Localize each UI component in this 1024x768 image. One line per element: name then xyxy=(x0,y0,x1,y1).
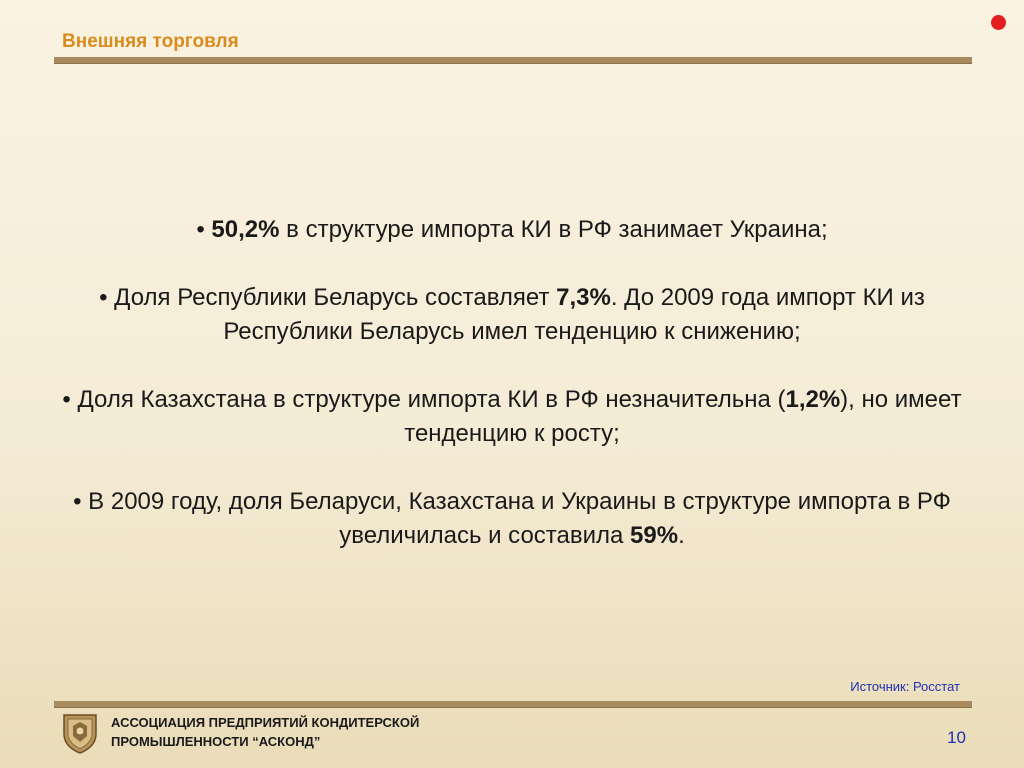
bullet-item: • 50,2% в структуре импорта КИ в РФ зани… xyxy=(196,216,828,243)
askond-logo-icon xyxy=(63,714,97,754)
record-indicator-icon xyxy=(991,15,1006,30)
source-note: Источник: Росстат xyxy=(850,679,960,694)
page-number: 10 xyxy=(947,728,966,747)
highlight-value: 1,2% xyxy=(785,386,841,413)
bullet-item: • Доля Республики Беларусь составляет 7,… xyxy=(99,284,925,345)
highlight-value: 59% xyxy=(630,522,679,549)
highlight-value: 50,2% xyxy=(211,216,280,243)
top-divider xyxy=(54,57,972,64)
highlight-value: 7,3% xyxy=(556,284,611,311)
organization-name: АССОЦИАЦИЯ ПРЕДПРИЯТИЙ КОНДИТЕРСКОЙ ПРОМ… xyxy=(111,715,420,749)
bullet-item: • В 2009 году, доля Беларуси, Казахстана… xyxy=(73,488,951,549)
bullet-list: • 50,2% в структуре импорта КИ в РФ зани… xyxy=(60,213,964,587)
slide-title: Внешняя торговля xyxy=(62,31,239,52)
bottom-divider xyxy=(54,701,972,708)
bullet-item: • Доля Казахстана в структуре импорта КИ… xyxy=(62,386,962,447)
